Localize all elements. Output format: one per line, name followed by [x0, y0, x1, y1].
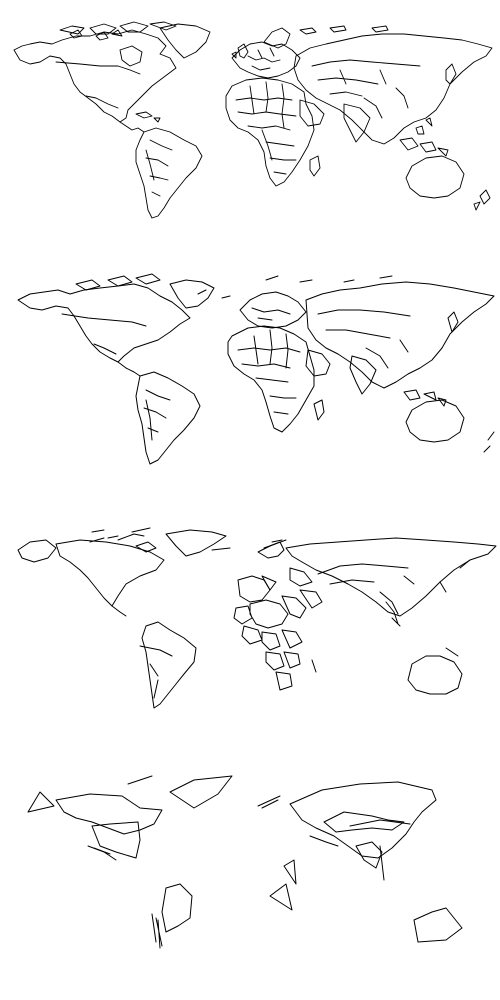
map-panel-medium-detail — [17, 527, 497, 709]
asia-interior-shapes — [323, 811, 411, 833]
madagascar-outline — [313, 399, 325, 421]
africa-internal-borders — [237, 329, 301, 415]
greenland-outline — [159, 23, 211, 59]
europe-fragment — [257, 539, 285, 559]
caribbean-islands — [135, 111, 161, 123]
central-america-shape — [91, 821, 141, 859]
us-mexico-border — [85, 95, 119, 109]
map-panel-high-detail — [17, 273, 495, 465]
south-america-internal-lines — [139, 645, 173, 699]
us-borders — [61, 313, 147, 355]
greenland-outline — [169, 775, 233, 809]
south-america-outline — [135, 371, 201, 465]
australia-outline — [407, 655, 463, 695]
arabian-peninsula-outline — [299, 99, 325, 127]
south-america-internal-borders — [145, 139, 173, 197]
australia-outline — [405, 399, 465, 443]
north-america-outline — [17, 283, 191, 363]
australia-outline — [413, 907, 463, 943]
europe-line — [257, 795, 281, 809]
asia-outline — [305, 281, 495, 389]
hudson-region — [135, 541, 157, 553]
japan-outline — [445, 63, 457, 85]
australia-outline — [405, 155, 465, 199]
north-america-outline — [55, 539, 165, 607]
asia-outline — [289, 781, 437, 859]
africa-internal-borders — [235, 81, 297, 175]
scandinavia-outline — [263, 27, 291, 49]
south-america-outline — [135, 127, 203, 219]
india-outline — [343, 103, 371, 143]
asia-internal-borders — [311, 59, 421, 119]
asia-internal-borders — [317, 309, 411, 369]
alaska-outline — [17, 539, 57, 563]
africa-shapes — [233, 575, 323, 691]
uk-ireland-outline — [231, 43, 249, 59]
south-america-outline — [141, 621, 197, 709]
africa-outline — [227, 325, 315, 433]
south-america-tail-lines — [151, 913, 163, 949]
north-america-outline — [55, 793, 163, 835]
middle-east-shapes — [261, 567, 313, 591]
map-panel-full-detail — [13, 21, 493, 219]
asia-internal-lines — [317, 563, 415, 615]
new-zealand-outline — [473, 189, 491, 211]
arctic-islands-detail — [69, 25, 389, 41]
indochina-line — [379, 845, 385, 881]
scattered-islands — [197, 275, 393, 299]
europe-internal-borders — [251, 307, 291, 321]
europe-internal-borders — [247, 47, 281, 71]
southeast-asia-islands — [399, 117, 449, 157]
north-america-outline — [13, 29, 177, 123]
central-america-outline — [117, 361, 141, 377]
europe-outline — [231, 41, 301, 79]
madagascar-outline — [309, 155, 321, 177]
madagascar-line — [311, 659, 317, 673]
arctic-islands — [75, 273, 161, 291]
scattered-arctic-lines — [91, 529, 471, 593]
arabian-peninsula-outline — [305, 349, 331, 377]
africa-outline — [225, 77, 315, 187]
arctic-islands — [89, 527, 151, 543]
greenland-outline — [169, 279, 215, 309]
new-zealand-line — [445, 647, 459, 657]
africa-shapes — [269, 859, 297, 911]
south-america-internal-borders — [143, 389, 171, 441]
gulf-lines — [87, 845, 117, 861]
caspian-lines — [309, 835, 339, 847]
india-shape — [355, 841, 383, 869]
arctic-line — [127, 775, 153, 785]
south-america-outline — [161, 883, 193, 933]
hudson-bay-outline — [119, 45, 143, 67]
alaska-triangle — [27, 791, 55, 813]
central-america-outline — [119, 121, 145, 133]
europe-outline — [239, 291, 307, 329]
map-panel-low-detail — [27, 775, 463, 949]
southeast-asia-islands — [403, 389, 447, 407]
new-zealand-fragment — [483, 431, 495, 453]
us-canada-border — [55, 61, 141, 75]
asia-outline — [293, 33, 493, 145]
japan-outline — [447, 311, 459, 333]
central-america-line — [111, 605, 127, 617]
greenland-outline — [165, 529, 227, 557]
india-outline — [349, 355, 377, 395]
india-fragment — [385, 601, 401, 627]
canada-arctic-islands — [59, 21, 177, 35]
